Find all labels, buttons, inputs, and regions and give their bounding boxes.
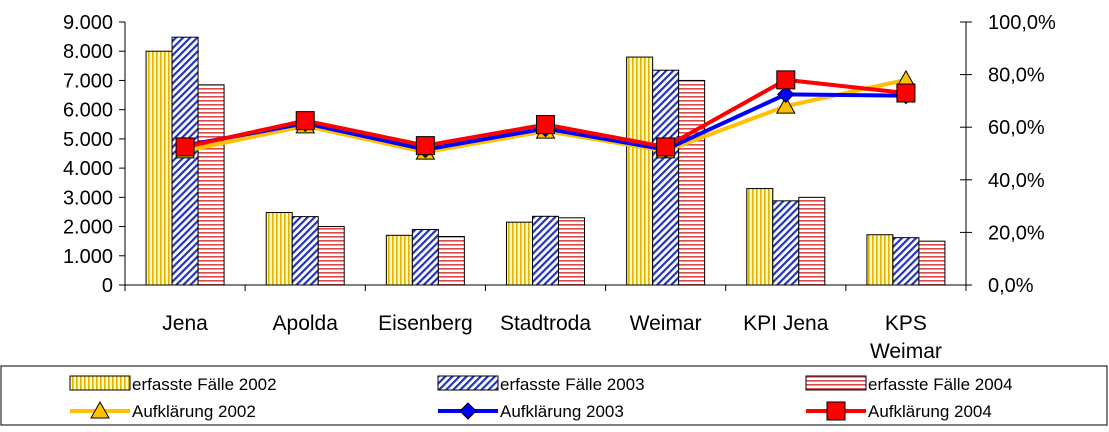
y-right-tick-label: 100,0%	[988, 12, 1056, 34]
bar	[892, 237, 920, 286]
marker-square	[656, 137, 676, 157]
x-category-label: Jena	[162, 312, 208, 335]
bar	[866, 234, 894, 286]
marker-diamond	[777, 85, 795, 104]
legend-swatch	[805, 375, 867, 391]
y-left-tick-label: 6.000	[63, 100, 113, 122]
bar	[798, 196, 826, 286]
x-category-label: Stadtroda	[500, 312, 591, 335]
bar	[746, 188, 774, 286]
marker-square	[295, 111, 315, 131]
marker-triangle	[90, 400, 110, 419]
legend-label: erfasste Fälle 2004	[868, 375, 1013, 394]
legend-swatch	[437, 375, 499, 391]
x-category-label: KPI Jena	[743, 312, 829, 335]
marker-square	[175, 137, 195, 157]
x-category-label: Apolda	[273, 312, 339, 335]
marker-diamond	[459, 402, 477, 420]
bar	[678, 79, 706, 286]
y-left-tick-label: 4.000	[63, 158, 113, 180]
y-right-tick-label: 80,0%	[988, 65, 1045, 87]
y-right-tick-label: 40,0%	[988, 170, 1045, 192]
bar	[626, 56, 654, 286]
marker-square	[415, 136, 435, 156]
bars-layer	[145, 36, 946, 286]
bar	[171, 36, 199, 286]
y-left-tick-label: 8.000	[63, 41, 113, 63]
legend-box	[0, 365, 1108, 426]
x-category-label: Weimar	[630, 312, 702, 335]
bar	[532, 215, 559, 286]
y-left-tick-label: 2.000	[63, 217, 113, 239]
y-left-tick-label: 0	[102, 275, 113, 297]
marker-triangle	[775, 96, 796, 114]
y-left-tick-label: 3.000	[63, 187, 113, 209]
y-left-tick-label: 1.000	[63, 246, 113, 268]
y-left-tick-label: 7.000	[63, 70, 113, 92]
bar	[506, 221, 533, 286]
bar	[918, 240, 946, 286]
y-left-tick-label: 9.000	[63, 12, 113, 34]
marker-square	[776, 70, 796, 90]
y-left-tick-label: 5.000	[63, 129, 113, 151]
bar	[385, 234, 413, 286]
legend: erfasste Fälle 2002 erfasste Fälle 2003 er…	[0, 365, 1108, 426]
x-category-label: Eisenberg	[378, 312, 473, 335]
bar	[145, 50, 173, 286]
y-right-tick-label: 0,0%	[988, 275, 1034, 297]
legend-label: erfasste Fälle 2003	[500, 375, 645, 394]
marker-square	[896, 83, 916, 103]
bar	[197, 84, 225, 286]
bar	[265, 212, 293, 286]
x-category-label: KPS	[885, 312, 927, 335]
bar	[558, 217, 585, 286]
legend-swatch	[69, 375, 131, 391]
legend-label: Aufklärung 2004	[868, 402, 992, 421]
lines-layer	[175, 69, 916, 160]
bar	[291, 216, 319, 286]
bar	[411, 228, 439, 286]
legend-label: Aufklärung 2003	[500, 402, 624, 421]
legend-label: erfasste Fälle 2002	[132, 375, 277, 394]
bar	[652, 69, 680, 286]
bar	[772, 200, 800, 286]
marker-square	[536, 115, 555, 135]
bar	[437, 235, 465, 286]
marker-square	[826, 401, 846, 421]
y-right-tick-label: 60,0%	[988, 117, 1045, 139]
y-right-tick-label: 20,0%	[988, 222, 1045, 244]
x-category-label: Weimar	[870, 340, 942, 363]
bar	[317, 226, 345, 286]
axes-layer: 0 1.000 2.000 3.000 4.000 5.000 6.000 7.000 8.00…	[63, 12, 1056, 363]
legend-label: Aufklärung 2002	[132, 402, 256, 421]
